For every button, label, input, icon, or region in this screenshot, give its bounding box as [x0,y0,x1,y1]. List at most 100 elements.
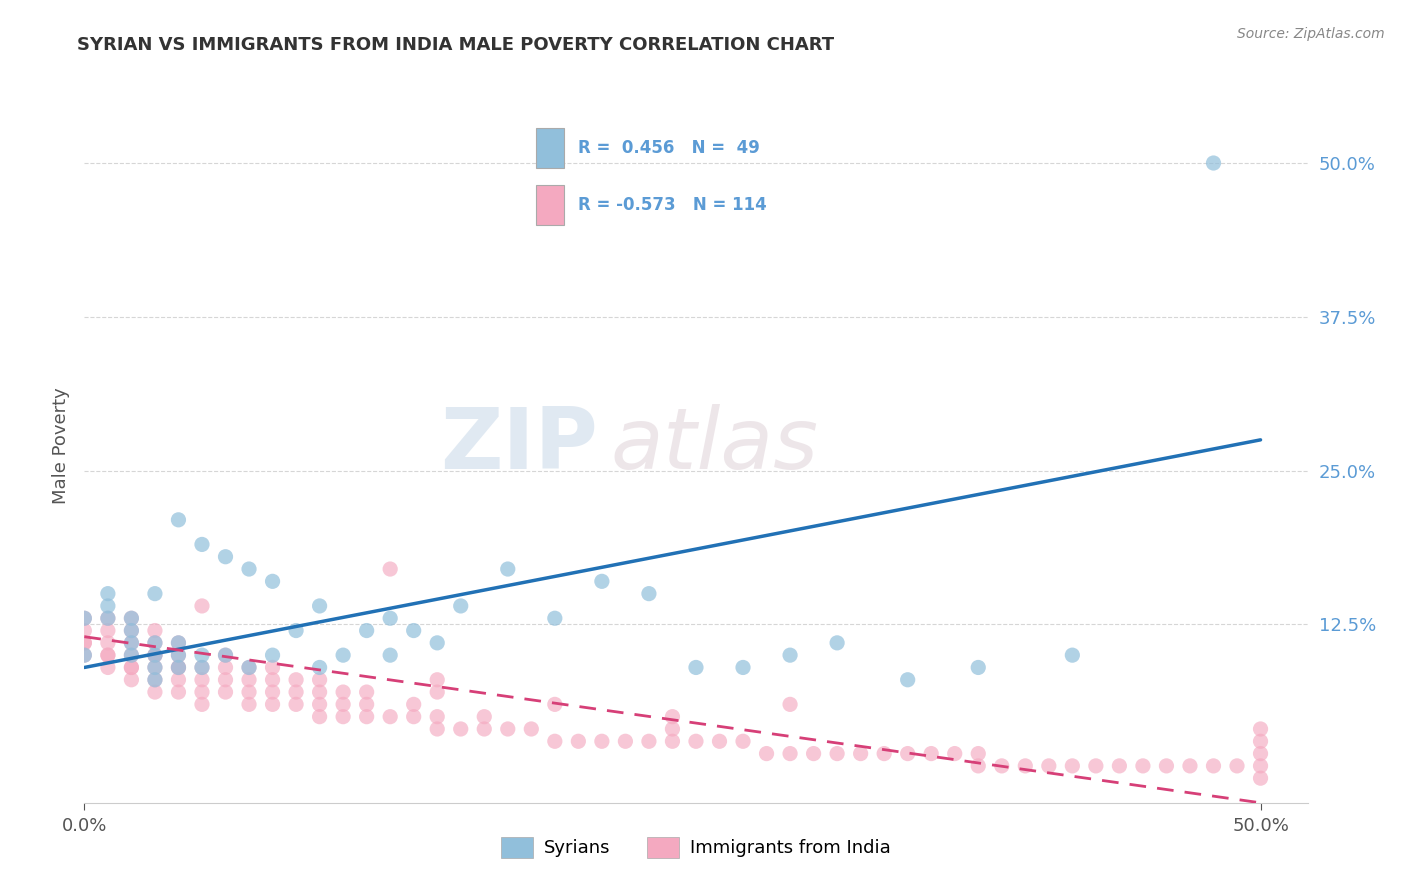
Point [191,599,214,613]
Point [731,734,754,748]
Point [73,636,96,650]
Point [73,611,96,625]
Point [167,685,190,699]
Point [402,698,425,712]
Point [873,747,896,761]
Point [567,734,589,748]
Point [214,685,236,699]
Point [120,624,142,638]
Point [308,698,330,712]
Point [167,648,190,662]
Point [825,747,848,761]
Point [1250,747,1272,761]
Y-axis label: Male Poverty: Male Poverty [52,388,70,504]
Point [73,611,96,625]
Point [356,685,378,699]
Point [520,722,543,736]
Point [262,660,284,674]
Point [426,722,449,736]
Point [1038,759,1060,773]
Point [167,660,190,674]
Point [167,636,190,650]
Point [143,673,166,687]
Point [97,648,120,662]
Point [638,587,661,601]
Point [426,709,449,723]
Point [779,747,801,761]
Point [1250,722,1272,736]
Point [214,648,236,662]
Point [143,648,166,662]
Point [97,648,120,662]
Point [191,648,214,662]
Point [191,698,214,712]
Point [167,648,190,662]
Point [262,574,284,589]
Point [380,562,402,576]
Point [779,698,801,712]
Point [356,698,378,712]
Point [120,611,142,625]
Legend: Syrians, Immigrants from India: Syrians, Immigrants from India [494,830,898,865]
Point [120,673,142,687]
Point [120,624,142,638]
Point [191,660,214,674]
Point [849,747,872,761]
Point [661,722,683,736]
Point [544,611,567,625]
Point [120,660,142,674]
Point [143,660,166,674]
Point [285,673,308,687]
Point [238,660,260,674]
Point [967,747,990,761]
Point [120,660,142,674]
Point [191,537,214,551]
Point [238,562,260,576]
Point [496,722,519,736]
Point [544,734,567,748]
Point [238,698,260,712]
Point [380,611,402,625]
Point [167,673,190,687]
Point [73,648,96,662]
Point [638,734,661,748]
Point [143,685,166,699]
Point [356,624,378,638]
Point [262,698,284,712]
Point [238,673,260,687]
Point [731,660,754,674]
Point [308,685,330,699]
Point [402,709,425,723]
Point [120,636,142,650]
Point [803,747,825,761]
Point [332,709,354,723]
Point [967,660,990,674]
Point [73,624,96,638]
Point [991,759,1014,773]
Point [262,673,284,687]
Point [308,599,330,613]
Point [1132,759,1154,773]
Point [97,611,120,625]
Point [97,636,120,650]
Point [1156,759,1178,773]
Point [143,660,166,674]
Point [426,636,449,650]
Point [779,648,801,662]
Point [591,574,613,589]
Point [755,747,778,761]
Point [472,709,495,723]
Point [143,587,166,601]
Point [214,648,236,662]
Text: atlas: atlas [610,404,818,488]
Point [143,648,166,662]
Point [897,673,920,687]
Point [97,660,120,674]
Point [332,648,354,662]
Point [97,611,120,625]
Point [285,624,308,638]
Point [332,698,354,712]
Point [97,599,120,613]
Point [120,648,142,662]
Point [167,660,190,674]
